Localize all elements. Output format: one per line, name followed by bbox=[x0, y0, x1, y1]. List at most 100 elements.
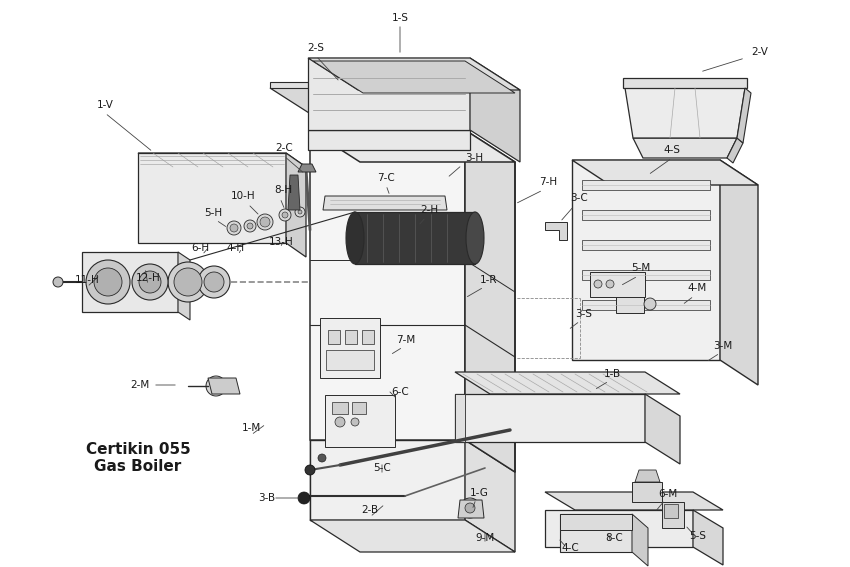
Text: 6-H: 6-H bbox=[191, 243, 209, 253]
Polygon shape bbox=[633, 138, 737, 158]
Circle shape bbox=[644, 298, 656, 310]
Polygon shape bbox=[727, 138, 743, 163]
Bar bbox=[590, 272, 645, 297]
Polygon shape bbox=[313, 61, 515, 93]
Bar bbox=[664, 504, 678, 518]
Circle shape bbox=[94, 268, 122, 296]
Text: 5-H: 5-H bbox=[204, 208, 222, 218]
Polygon shape bbox=[308, 58, 470, 130]
Polygon shape bbox=[138, 153, 286, 243]
Bar bbox=[560, 514, 632, 552]
Polygon shape bbox=[582, 210, 710, 220]
Text: 2-C: 2-C bbox=[275, 143, 293, 153]
Bar bbox=[320, 318, 380, 378]
Text: 1-M: 1-M bbox=[241, 423, 261, 433]
Circle shape bbox=[247, 223, 253, 229]
Polygon shape bbox=[632, 514, 648, 566]
Text: 8-C: 8-C bbox=[605, 533, 623, 543]
Polygon shape bbox=[720, 160, 758, 385]
Polygon shape bbox=[582, 240, 710, 250]
Circle shape bbox=[460, 498, 480, 518]
Circle shape bbox=[230, 224, 238, 232]
Text: 1-S: 1-S bbox=[392, 13, 409, 23]
Circle shape bbox=[351, 418, 359, 426]
Polygon shape bbox=[138, 153, 306, 167]
Circle shape bbox=[204, 272, 224, 292]
Polygon shape bbox=[465, 440, 515, 552]
Circle shape bbox=[198, 266, 230, 298]
Bar bbox=[345, 330, 357, 344]
Circle shape bbox=[298, 492, 310, 504]
Polygon shape bbox=[310, 440, 465, 520]
Polygon shape bbox=[693, 510, 723, 565]
Polygon shape bbox=[310, 130, 515, 162]
Text: 3-S: 3-S bbox=[575, 309, 592, 319]
Text: 6-M: 6-M bbox=[659, 489, 677, 499]
Bar bbox=[326, 350, 374, 370]
Polygon shape bbox=[625, 88, 745, 138]
Text: 4-C: 4-C bbox=[561, 543, 579, 553]
Polygon shape bbox=[82, 252, 178, 312]
Text: 12-H: 12-H bbox=[136, 273, 161, 283]
Polygon shape bbox=[308, 58, 520, 90]
Circle shape bbox=[206, 376, 226, 396]
Text: 13-H: 13-H bbox=[269, 237, 293, 247]
Polygon shape bbox=[645, 394, 680, 464]
Circle shape bbox=[282, 212, 288, 218]
Polygon shape bbox=[582, 180, 710, 190]
Text: 3-H: 3-H bbox=[465, 153, 483, 163]
Circle shape bbox=[139, 271, 161, 293]
Circle shape bbox=[465, 503, 475, 513]
Bar bbox=[362, 330, 374, 344]
Text: 7-M: 7-M bbox=[396, 335, 416, 345]
Text: 5-S: 5-S bbox=[689, 531, 706, 541]
Text: 7-C: 7-C bbox=[377, 173, 395, 183]
Bar bbox=[632, 482, 662, 502]
Text: 2-B: 2-B bbox=[361, 505, 378, 515]
Polygon shape bbox=[737, 88, 751, 143]
Polygon shape bbox=[455, 372, 680, 394]
Polygon shape bbox=[572, 160, 720, 360]
Polygon shape bbox=[458, 500, 484, 518]
Polygon shape bbox=[545, 222, 567, 240]
Text: 8-H: 8-H bbox=[274, 185, 292, 195]
Polygon shape bbox=[662, 502, 684, 528]
Ellipse shape bbox=[346, 212, 364, 264]
Polygon shape bbox=[355, 212, 475, 264]
Text: 1-R: 1-R bbox=[480, 275, 498, 285]
Polygon shape bbox=[208, 378, 240, 394]
Polygon shape bbox=[455, 394, 465, 442]
Ellipse shape bbox=[466, 212, 484, 264]
Circle shape bbox=[335, 417, 345, 427]
Circle shape bbox=[257, 214, 273, 230]
Polygon shape bbox=[465, 130, 515, 472]
Circle shape bbox=[53, 277, 63, 287]
Text: 1-G: 1-G bbox=[469, 488, 489, 498]
Polygon shape bbox=[572, 160, 758, 185]
Circle shape bbox=[295, 207, 305, 217]
Circle shape bbox=[305, 465, 315, 475]
Polygon shape bbox=[310, 520, 515, 552]
Polygon shape bbox=[178, 252, 190, 320]
Text: 1-V: 1-V bbox=[97, 100, 113, 110]
Text: 2-V: 2-V bbox=[751, 47, 768, 57]
Bar bbox=[352, 402, 366, 414]
Text: 2-M: 2-M bbox=[130, 380, 150, 390]
Polygon shape bbox=[545, 492, 723, 510]
Bar bbox=[328, 330, 340, 344]
Circle shape bbox=[260, 217, 270, 227]
Text: 4-H: 4-H bbox=[227, 243, 245, 253]
Circle shape bbox=[298, 210, 302, 214]
Text: 4-M: 4-M bbox=[688, 283, 706, 293]
Circle shape bbox=[86, 260, 130, 304]
Text: 3-M: 3-M bbox=[713, 341, 733, 351]
Circle shape bbox=[132, 264, 168, 300]
Circle shape bbox=[174, 268, 202, 296]
Polygon shape bbox=[310, 440, 465, 520]
Bar bbox=[560, 514, 632, 530]
Polygon shape bbox=[288, 175, 300, 210]
Text: 3-B: 3-B bbox=[258, 493, 275, 503]
Text: 5-M: 5-M bbox=[632, 263, 650, 273]
Polygon shape bbox=[470, 58, 520, 162]
Polygon shape bbox=[286, 153, 306, 257]
